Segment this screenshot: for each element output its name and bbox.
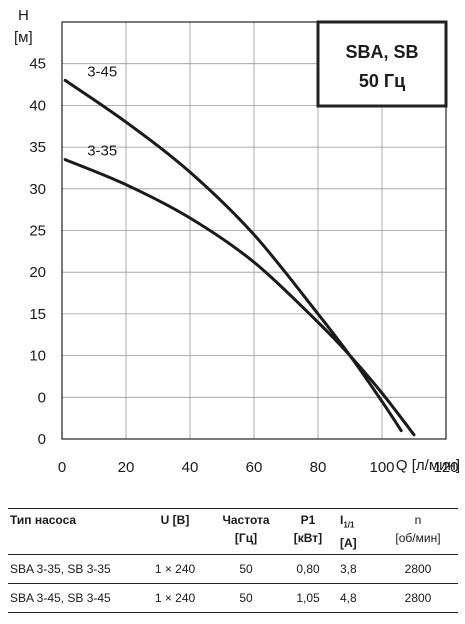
legend-box-line1: SBA, SB [345,42,418,62]
y-tick-label: 35 [29,139,46,156]
y-tick-labels: 0 0 10 15 20 25 30 35 40 45 [29,56,46,448]
y-tick-label: 15 [29,306,46,323]
cell-frequency: 50 [210,554,282,585]
x-tick-label: 100 [369,459,394,476]
curves: 3-45 3-35 [63,63,416,437]
y-tick-label: 0 [38,389,46,406]
cell-voltage: 1 × 240 [140,583,210,614]
y-tick-label: 10 [29,348,46,365]
cell-type: SBA 3-45, SB 3-45 [8,583,140,614]
y-axis-unit: [м] [14,29,33,46]
series-line-3-35 [63,158,416,437]
y-tick-label: 20 [29,264,46,281]
header-power: P1 [кВт] [282,507,334,556]
series-label-3-35: 3-35 [87,143,117,160]
header-frequency: Частота [Гц] [210,507,282,556]
header-current: I1/1 [А] [334,507,378,556]
x-tick-labels: 0 20 40 60 80 100 120 [58,459,459,476]
x-tick-label: 0 [58,459,66,476]
y-tick-label: 25 [29,223,46,240]
y-axis-title: H [18,7,29,24]
x-tick-label: 80 [310,459,327,476]
x-tick-label: 120 [433,459,458,476]
x-axis-title: Q [л/мин] [396,457,460,474]
header-voltage: U [В] [140,507,210,556]
cell-power: 1,05 [282,583,334,614]
legend-box: SBA, SB 50 Гц [316,20,448,108]
y-tick-label: 0 [38,431,46,448]
series-label-3-45: 3-45 [87,63,117,80]
pump-spec-table: Тип насоса U [В] Частота [Гц] P1 [кВт] I1/… [8,507,458,614]
x-tick-label: 40 [182,459,199,476]
header-pump-type: Тип насоса [8,507,140,556]
header-speed: n [об/мин] [378,507,458,556]
x-tick-label: 60 [246,459,263,476]
cell-frequency: 50 [210,583,282,614]
cell-power: 0,80 [282,554,334,585]
legend-box-frame [316,20,448,108]
x-tick-label: 20 [118,459,135,476]
legend-box-line2: 50 Гц [359,71,405,91]
cell-current: 4,8 [334,583,378,614]
y-tick-label: 45 [29,56,46,73]
series-line-3-45 [63,78,403,433]
cell-speed: 2800 [378,583,458,614]
cell-type: SBA 3-35, SB 3-35 [8,554,140,585]
cell-voltage: 1 × 240 [140,554,210,585]
cell-speed: 2800 [378,554,458,585]
table-row: SBA 3-45, SB 3-45 1 × 240 50 1,05 4,8 28… [8,583,458,614]
y-tick-label: 30 [29,181,46,198]
y-tick-label: 40 [29,97,46,114]
table-row: SBA 3-35, SB 3-35 1 × 240 50 0,80 3,8 28… [8,554,458,585]
grid [62,22,446,439]
cell-current: 3,8 [334,554,378,585]
plot-frame [61,21,447,440]
table-header-row: Тип насоса U [В] Частота [Гц] P1 [кВт] I1/… [8,507,458,556]
